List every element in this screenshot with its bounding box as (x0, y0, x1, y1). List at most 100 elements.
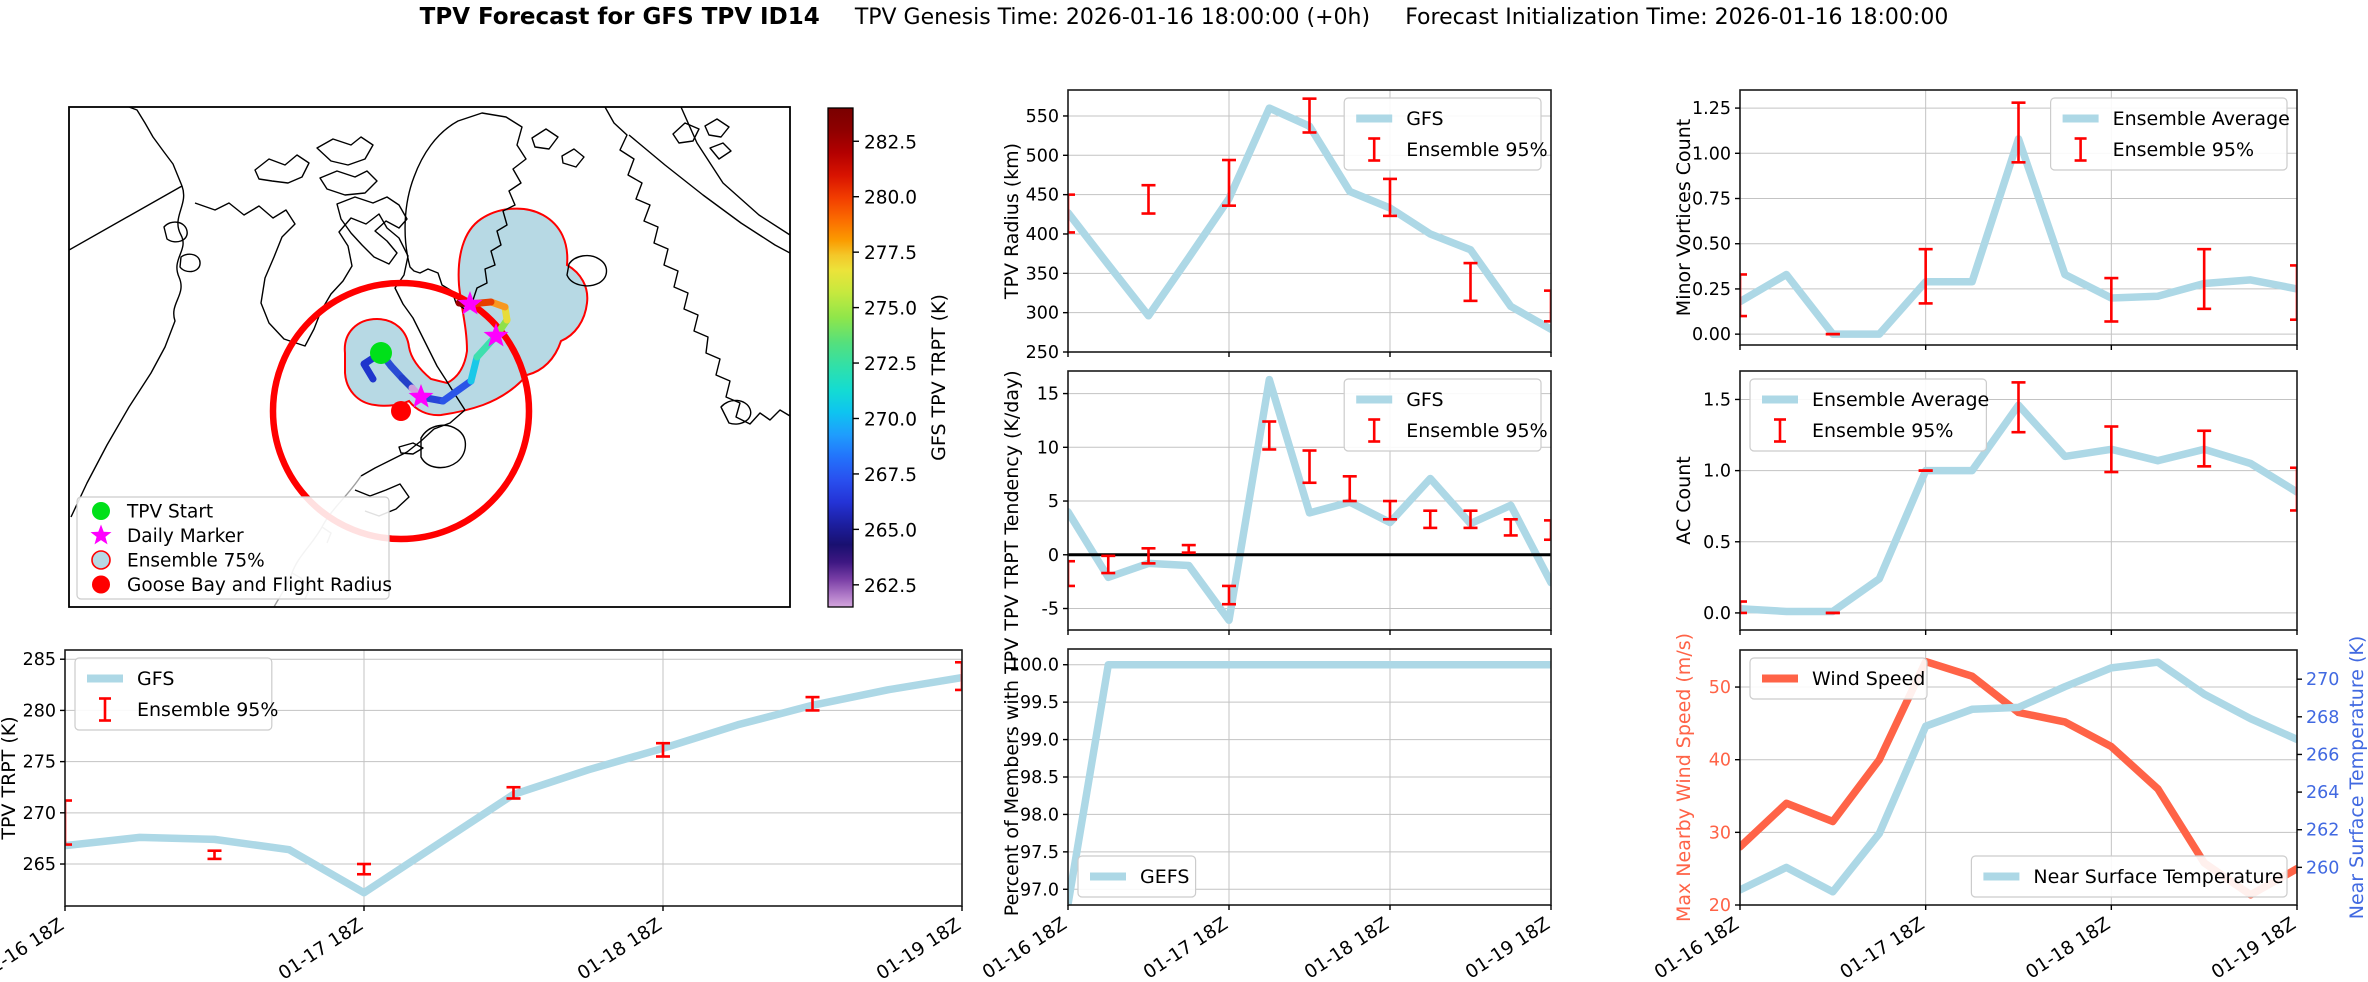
wind-temp-chart-panel: 20 30 40 50 260 262 264 266 268 270 Near Surface T… (1651, 633, 2368, 982)
series-near-surface-temperature (1740, 658, 2297, 896)
daily-marker-star (483, 323, 509, 347)
y-axis-label: Percent of Members with TPV (1001, 638, 1023, 916)
map-legend-label: Ensemble 75% (127, 551, 265, 572)
coastline (179, 253, 201, 273)
x-tick-label: 01-18 18Z (2022, 914, 2114, 982)
legend: GFS Ensemble 95% (74, 657, 278, 731)
y-tick-label: 1.25 (1692, 99, 1731, 119)
title-main: TPV Forecast for GFS TPV ID14 (419, 4, 820, 30)
trpt-tendency-chart: -5 0 5 10 15 TPV TRPT Tendency (K/day) GFS Ense… (1001, 370, 1552, 635)
legend-label: Ensemble 95% (1406, 420, 1547, 442)
right-y-tick-label: 270 (2306, 670, 2339, 690)
daily-marker-star (408, 384, 434, 408)
title-genesis-time: TPV Genesis Time: 2026-01-16 18:00:00 (+… (854, 5, 1371, 30)
legend-box (1970, 855, 2288, 898)
map-border (68, 106, 791, 608)
x-tick-label: 01-19 18Z (873, 915, 965, 982)
figure-title: TPV Forecast for GFS TPV ID14 TPV Genesi… (0, 4, 2368, 30)
x-tick-label: 01-16 18Z (979, 914, 1071, 982)
x-axis-ticks: 01-16 18Z 01-17 18Z 01-18 18Z 01-19 18Z (1651, 905, 2300, 982)
series-layer (1068, 660, 1551, 905)
daily-marker-star (457, 291, 483, 315)
y-tick-label: 10 (1037, 438, 1059, 458)
coastline (254, 154, 310, 184)
goose-bay-marker (391, 401, 411, 421)
tpv-start-marker (370, 342, 392, 364)
coastline (566, 254, 608, 287)
flight-radius-circle (269, 279, 533, 543)
legend: Wind Speed (1749, 657, 1928, 700)
map-layers (69, 107, 790, 607)
y-tick-label: 275 (23, 753, 56, 773)
y-tick-label: 0 (1048, 546, 1059, 566)
right-y-tick-label: 268 (2306, 708, 2339, 728)
y-tick-label: 1.5 (1703, 390, 1731, 410)
y-tick-label: 97.5 (1020, 843, 1059, 863)
coastline (70, 185, 185, 518)
map-legend-label: Goose Bay and Flight Radius (127, 575, 392, 596)
goose-bay-legend-icon (92, 575, 110, 594)
legend-label: Near Surface Temperature (2033, 866, 2283, 888)
errorbar-layer (1740, 101, 2297, 336)
y-tick-label: 20 (1709, 896, 1731, 916)
legend-box (1343, 97, 1542, 171)
x-axis-ticks: 01-16 18Z 01-17 18Z 01-18 18Z 01-19 18Z (0, 906, 965, 982)
errorbar-layer (65, 660, 962, 876)
coastline (360, 409, 466, 477)
y-tick-label: 5 (1048, 492, 1059, 512)
legend-box (1077, 855, 1197, 898)
coastline (336, 196, 408, 265)
legend-label: Ensemble 95% (1812, 420, 1953, 442)
map-legend-label: TPV Start (126, 502, 213, 523)
x-tick-label: 01-18 18Z (1301, 914, 1393, 982)
legend-label: Ensemble 95% (1406, 139, 1547, 161)
coastline (194, 202, 466, 411)
map-legend-label: Daily Marker (127, 526, 244, 547)
legend-label: Wind Speed (1812, 668, 1925, 690)
legend-label: Ensemble 95% (137, 699, 278, 721)
y-tick-label: 97.0 (1020, 880, 1059, 900)
map-legend-box (76, 496, 390, 600)
legend-box (1749, 657, 1928, 700)
legend-label: GFS (137, 668, 174, 690)
x-tick-label: 01-17 18Z (275, 915, 367, 982)
coastline (672, 122, 700, 144)
coastline (628, 134, 790, 254)
legend: GFS Ensemble 95% (1343, 378, 1548, 452)
x-tick-label: 01-16 18Z (1651, 914, 1743, 982)
y-tick-label: -5 (1042, 600, 1059, 620)
axes-border (1739, 370, 2298, 631)
colorbar-tick-label: 282.5 (864, 132, 917, 153)
y-axis-label: TPV Radius (km) (1001, 143, 1023, 300)
y-tick-label: 98.5 (1020, 768, 1059, 788)
axes-border (1739, 649, 2298, 906)
legend-box (1749, 378, 1987, 452)
y-tick-label: 0.50 (1692, 235, 1731, 255)
track-map: TPV Start Daily Marker Ensemble 75% Goose B… (68, 106, 791, 608)
y-tick-label: 285 (23, 650, 56, 670)
colorbar-tick-label: 262.5 (864, 576, 917, 597)
coastline (69, 185, 183, 251)
right-y-axis-label: Near Surface Temperature (K) (2346, 636, 2368, 920)
series-gefs (1068, 660, 1551, 905)
y-tick-label: 98.0 (1020, 805, 1059, 825)
coastline (561, 148, 585, 168)
trpt-colorbar: 282.5 280.0 277.5 275.0 272.5 270.0 267.5 265.0… (827, 107, 950, 608)
y-tick-label: 40 (1709, 751, 1731, 771)
legend-box (1343, 378, 1542, 452)
coastline (319, 170, 378, 196)
colorbar-gradient (827, 107, 854, 608)
coastline (128, 107, 183, 187)
legend-label: Ensemble Average (2113, 108, 2290, 130)
legend-box (2050, 97, 2288, 171)
colorbar-tick-label: 280.0 (864, 188, 917, 209)
coastline (531, 128, 559, 150)
coastline (420, 424, 467, 469)
y-tick-label: 0.00 (1692, 325, 1731, 345)
right-axis-ticks: 260 262 264 266 268 270 (2297, 670, 2339, 878)
legend-label: GFS (1406, 389, 1443, 411)
daily-marker-legend-icon (90, 524, 112, 545)
y-tick-label: 99.0 (1020, 731, 1059, 751)
